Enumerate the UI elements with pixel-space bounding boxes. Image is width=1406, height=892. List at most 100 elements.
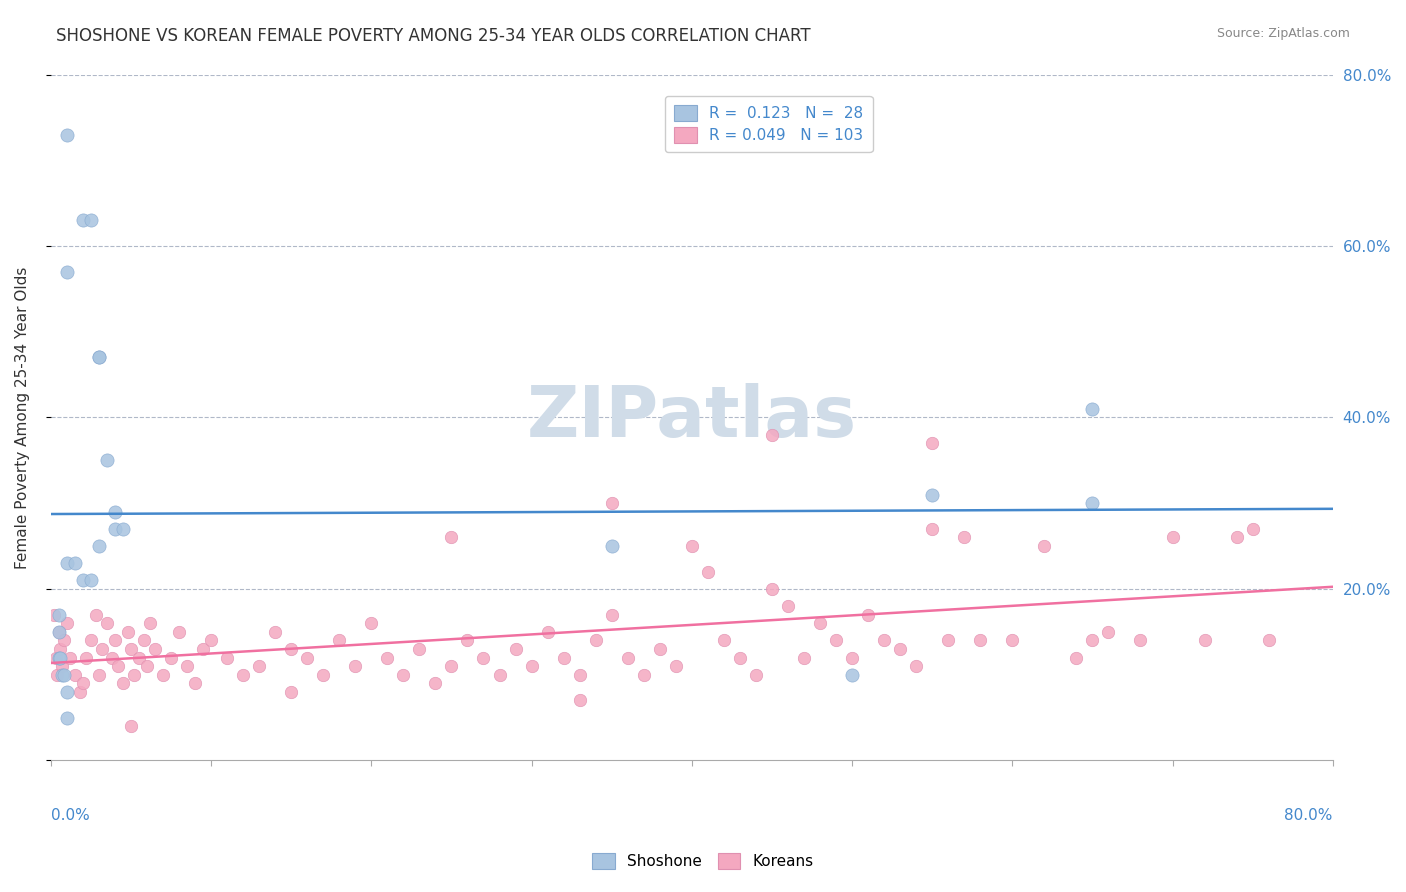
Point	[160, 650, 183, 665]
Point	[440, 531, 463, 545]
Point	[75, 650, 97, 665]
Point	[46, 667, 69, 681]
Point	[360, 616, 382, 631]
Point	[69, 685, 91, 699]
Point	[128, 650, 150, 665]
Point	[344, 659, 367, 673]
Point	[107, 659, 129, 673]
Point	[1241, 522, 1264, 536]
Point	[72, 213, 94, 227]
Point	[375, 650, 398, 665]
Point	[80, 574, 103, 588]
Point	[1194, 633, 1216, 648]
Point	[280, 642, 302, 657]
Point	[63, 667, 86, 681]
Y-axis label: Female Poverty Among 25-34 Year Olds: Female Poverty Among 25-34 Year Olds	[15, 267, 30, 568]
Point	[56, 685, 79, 699]
Point	[921, 488, 943, 502]
Point	[905, 659, 928, 673]
Text: SHOSHONE VS KOREAN FEMALE POVERTY AMONG 25-34 YEAR OLDS CORRELATION CHART: SHOSHONE VS KOREAN FEMALE POVERTY AMONG …	[56, 27, 811, 45]
Point	[873, 633, 896, 648]
Point	[72, 574, 94, 588]
Point	[56, 265, 79, 279]
Point	[1129, 633, 1152, 648]
Text: 0.0%: 0.0%	[51, 808, 90, 823]
Point	[713, 633, 735, 648]
Point	[936, 633, 959, 648]
Point	[825, 633, 848, 648]
Point	[921, 436, 943, 450]
Point	[536, 624, 558, 639]
Point	[312, 667, 335, 681]
Point	[87, 351, 110, 365]
Point	[122, 667, 145, 681]
Point	[100, 650, 122, 665]
Point	[408, 642, 430, 657]
Point	[696, 565, 718, 579]
Point	[111, 676, 134, 690]
Point	[80, 633, 103, 648]
Point	[56, 616, 79, 631]
Point	[648, 642, 671, 657]
Point	[953, 531, 976, 545]
Text: 80.0%: 80.0%	[1285, 808, 1333, 823]
Point	[841, 667, 863, 681]
Point	[600, 607, 623, 622]
Point	[665, 659, 688, 673]
Point	[191, 642, 214, 657]
Point	[87, 539, 110, 553]
Point	[96, 453, 118, 467]
Point	[80, 213, 103, 227]
Text: ZIPatlas: ZIPatlas	[527, 383, 856, 452]
Point	[56, 710, 79, 724]
Point	[553, 650, 575, 665]
Point	[761, 427, 783, 442]
Point	[48, 624, 70, 639]
Point	[585, 633, 607, 648]
Point	[143, 642, 166, 657]
Point	[120, 719, 142, 733]
Point	[1081, 401, 1104, 416]
Point	[776, 599, 799, 613]
Point	[1081, 496, 1104, 510]
Point	[889, 642, 911, 657]
Point	[111, 522, 134, 536]
Point	[297, 650, 319, 665]
Point	[117, 624, 139, 639]
Point	[42, 607, 65, 622]
Point	[520, 659, 543, 673]
Point	[91, 642, 114, 657]
Point	[456, 633, 478, 648]
Point	[200, 633, 222, 648]
Point	[488, 667, 510, 681]
Legend: Shoshone, Koreans: Shoshone, Koreans	[586, 847, 820, 875]
Point	[48, 624, 70, 639]
Point	[184, 676, 207, 690]
Point	[793, 650, 815, 665]
Point	[49, 650, 72, 665]
Point	[63, 556, 86, 570]
Point	[1066, 650, 1088, 665]
Point	[728, 650, 751, 665]
Point	[59, 650, 82, 665]
Point	[247, 659, 270, 673]
Point	[167, 624, 190, 639]
Point	[152, 667, 174, 681]
Point	[84, 607, 107, 622]
Point	[392, 667, 415, 681]
Point	[681, 539, 703, 553]
Point	[761, 582, 783, 596]
Point	[440, 659, 463, 673]
Point	[1097, 624, 1119, 639]
Point	[616, 650, 638, 665]
Point	[921, 522, 943, 536]
Point	[52, 633, 75, 648]
Point	[104, 522, 127, 536]
Point	[104, 633, 127, 648]
Point	[633, 667, 655, 681]
Legend: R =  0.123   N =  28, R = 0.049   N = 103: R = 0.123 N = 28, R = 0.049 N = 103	[665, 95, 873, 153]
Point	[87, 667, 110, 681]
Text: Source: ZipAtlas.com: Source: ZipAtlas.com	[1216, 27, 1350, 40]
Point	[600, 539, 623, 553]
Point	[48, 650, 70, 665]
